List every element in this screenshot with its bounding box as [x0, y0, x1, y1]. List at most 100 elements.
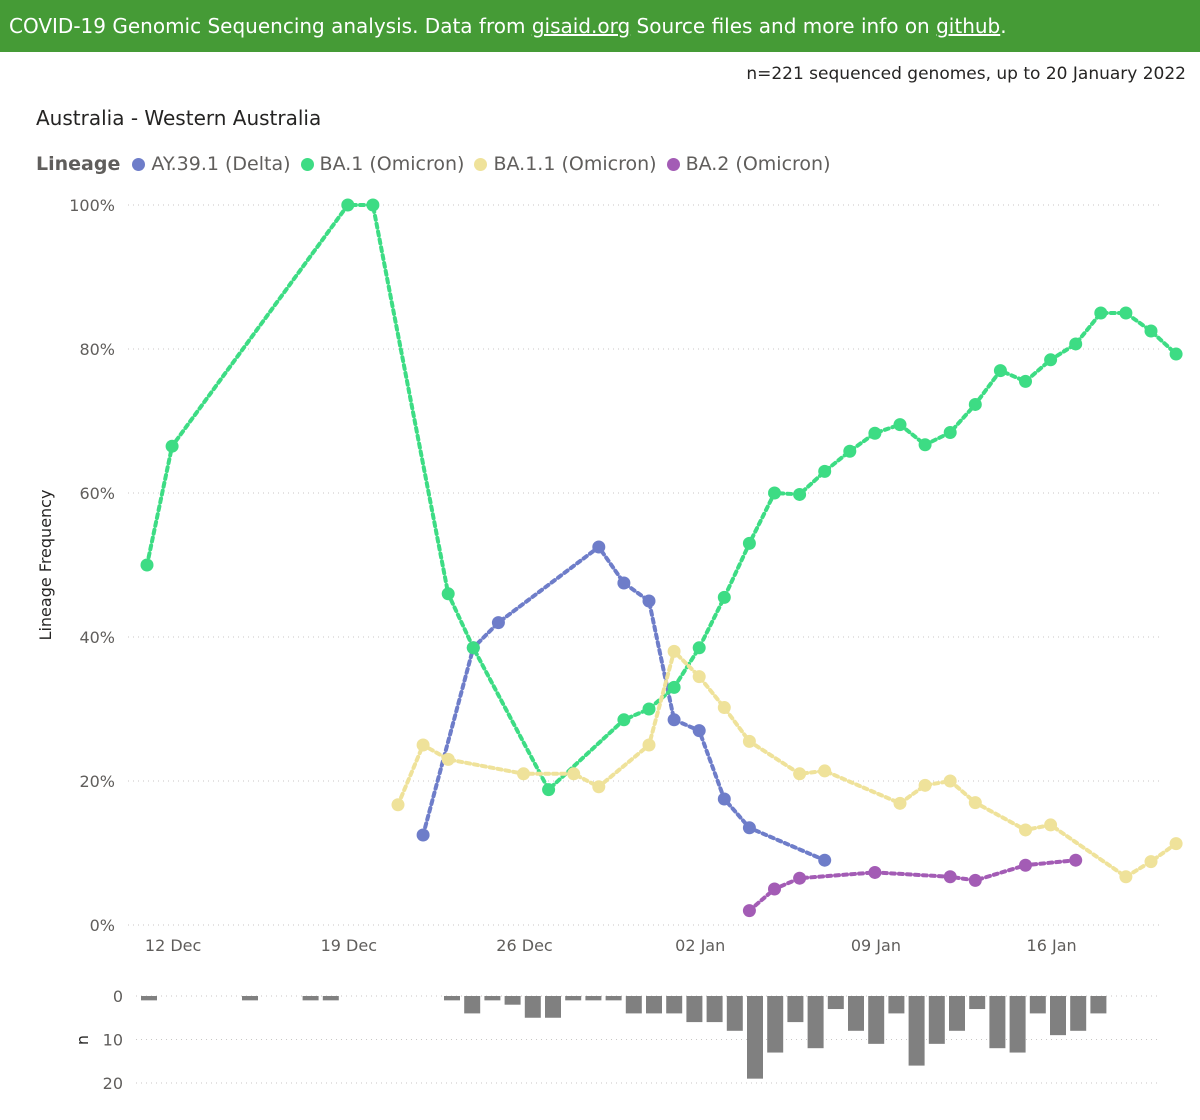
- data-point-2: [918, 778, 932, 792]
- data-point-2: [818, 764, 832, 778]
- data-point-1: [366, 198, 380, 212]
- bar-tick-label: 0: [113, 987, 123, 1006]
- data-point-0: [592, 540, 606, 554]
- data-point-2: [567, 767, 581, 781]
- data-point-1: [868, 426, 882, 440]
- legend-item-0[interactable]: AY.39.1 (Delta): [132, 153, 291, 175]
- data-point-2: [441, 752, 455, 766]
- count-bar: [767, 996, 784, 1053]
- data-point-2: [968, 796, 982, 810]
- legend-label-2: BA.1.1 (Omicron): [493, 153, 657, 175]
- data-point-1: [441, 587, 455, 601]
- legend-label-3: BA.2 (Omicron): [685, 153, 831, 175]
- data-point-1: [667, 680, 681, 694]
- data-point-3: [968, 873, 982, 887]
- data-point-1: [642, 702, 656, 716]
- count-bar: [827, 996, 844, 1010]
- data-point-1: [843, 444, 857, 458]
- count-bar: [464, 996, 481, 1014]
- data-point-3: [742, 904, 756, 918]
- count-bar: [565, 996, 582, 1001]
- data-point-1: [1069, 337, 1083, 351]
- data-point-2: [742, 734, 756, 748]
- data-point-1: [818, 464, 832, 478]
- data-point-2: [1044, 818, 1058, 832]
- bar-axis-title: n: [73, 1035, 92, 1045]
- data-point-3: [1069, 853, 1083, 867]
- count-bar: [706, 996, 723, 1023]
- series-line-2: [396, 647, 1179, 880]
- count-bar: [726, 996, 743, 1031]
- data-point-2: [517, 767, 530, 781]
- data-point-1: [943, 426, 957, 440]
- x-tick-label: 09 Jan: [851, 936, 901, 955]
- legend-item-1[interactable]: BA.1 (Omicron): [300, 153, 464, 175]
- data-point-3: [768, 882, 781, 896]
- data-point-2: [893, 796, 907, 810]
- count-bar: [625, 996, 642, 1014]
- data-point-1: [692, 641, 706, 655]
- legend-item-2[interactable]: BA.1.1 (Omicron): [474, 153, 657, 175]
- count-bar: [1070, 996, 1087, 1031]
- data-point-2: [416, 738, 430, 752]
- count-bar: [1090, 996, 1107, 1014]
- banner-text-2: Source files and more info on: [630, 14, 937, 38]
- gisaid-link[interactable]: gisaid.org: [531, 14, 631, 38]
- data-point-1: [993, 364, 1007, 378]
- x-tick-label: 26 Dec: [496, 936, 552, 955]
- count-bar: [242, 996, 258, 1001]
- count-bar: [949, 996, 965, 1031]
- data-point-1: [1094, 306, 1108, 320]
- count-bar: [302, 996, 319, 1001]
- data-point-2: [391, 798, 405, 812]
- data-point-0: [416, 828, 430, 842]
- count-bar: [908, 996, 925, 1066]
- data-point-3: [868, 865, 882, 879]
- data-point-1: [793, 487, 807, 501]
- data-point-2: [592, 780, 606, 794]
- count-bar: [807, 996, 824, 1049]
- count-bar: [524, 996, 541, 1018]
- count-bar: [545, 996, 561, 1018]
- count-bar: [605, 996, 622, 1001]
- banner-text-1: COVID-19 Genomic Sequencing analysis. Da…: [9, 14, 532, 38]
- count-bar: [141, 996, 157, 1001]
- data-point-1: [466, 641, 480, 655]
- y-tick-label: 40%: [79, 628, 115, 647]
- github-link[interactable]: github: [936, 14, 1001, 38]
- count-bar: [585, 996, 602, 1001]
- data-point-1: [918, 438, 932, 452]
- data-point-2: [943, 774, 957, 788]
- data-point-1: [768, 486, 781, 500]
- data-point-0: [491, 616, 505, 630]
- header-banner: COVID-19 Genomic Sequencing analysis. Da…: [0, 0, 1200, 52]
- data-point-2: [717, 701, 731, 715]
- series-line-0: [421, 544, 827, 863]
- count-bar: [969, 996, 986, 1010]
- data-point-1: [968, 397, 982, 411]
- count-bar: [444, 996, 460, 1001]
- count-bar: [484, 996, 501, 1001]
- legend-dot-2: [474, 157, 488, 171]
- legend-items: AY.39.1 (Delta) BA.1 (Omicron) BA.1.1 (Omi…: [132, 153, 840, 175]
- data-point-2: [692, 670, 706, 684]
- data-point-1: [717, 590, 731, 604]
- data-point-2: [793, 767, 807, 781]
- data-point-2: [1144, 855, 1158, 869]
- data-point-1: [1169, 347, 1183, 361]
- legend-item-3[interactable]: BA.2 (Omicron): [666, 153, 831, 175]
- data-point-0: [742, 821, 756, 835]
- data-point-0: [692, 724, 706, 738]
- data-point-0: [717, 792, 731, 806]
- data-point-1: [341, 198, 355, 212]
- bar-tick-label: 10: [103, 1031, 123, 1050]
- data-point-1: [742, 536, 756, 550]
- chart-title: Australia - Western Australia: [36, 106, 322, 130]
- legend-dot-0: [132, 157, 146, 171]
- legend-title: Lineage: [36, 153, 121, 175]
- y-tick-label: 20%: [79, 772, 115, 791]
- data-point-1: [1019, 374, 1032, 388]
- x-tick-label: 16 Jan: [1027, 936, 1077, 955]
- y-tick-label: 0%: [90, 916, 115, 935]
